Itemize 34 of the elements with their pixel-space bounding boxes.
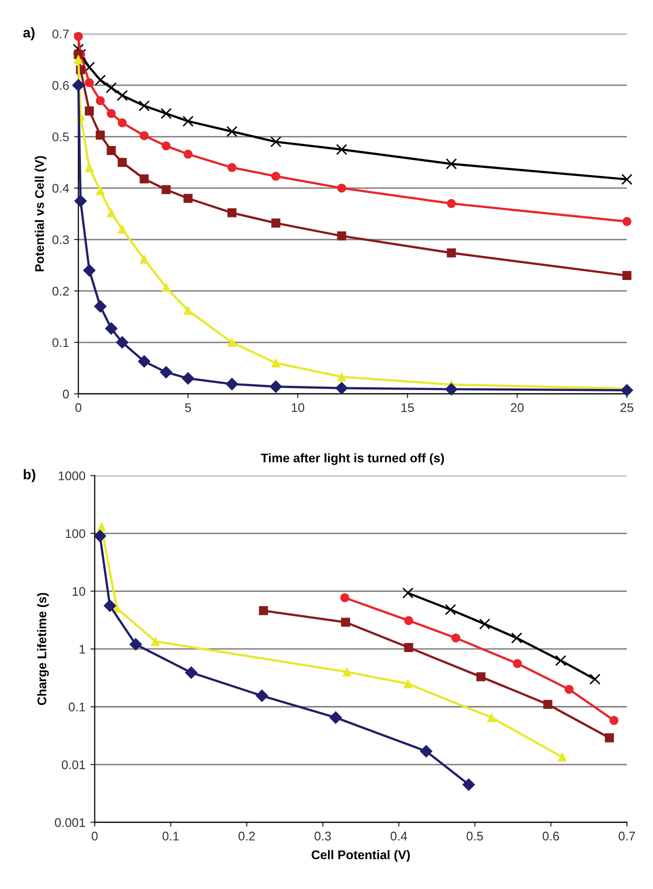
x-tick-label: 0.2 [238,832,255,841]
x-tick-label: 25 [620,403,634,412]
y-tick-label: 0.5 [52,132,69,142]
text: a) [23,27,35,40]
x-tick-label: 0.4 [390,832,408,841]
y-tick-label: 0.2 [52,286,69,296]
x-tick-label: 15 [401,403,414,412]
y-tick-label: 0 [62,390,69,398]
y-axis-title: Potential vs Cell (V) [34,156,46,272]
y-tick-label: 0.01 [62,760,86,770]
y-tick-label: 100 [66,529,86,538]
y-tick-label: 0.1 [68,702,86,712]
y-tick-label: 0.6 [52,81,69,90]
y-tick-label: 1 [80,644,86,654]
x-tick-label: 5 [185,403,192,412]
text: b) [24,469,36,482]
x-tick-label: 0.3 [314,832,331,841]
x-tick-label: 0.7 [618,832,635,841]
y-tick-label: 0.7 [52,30,69,38]
y-tick-label: 10 [72,586,86,596]
x-axis-title: Cell Potential (V) [312,850,410,862]
x-tick-label: 0 [92,832,98,841]
y-tick-label: 0.3 [52,235,69,244]
x-axis-title: Time after light is turned off (s) [260,453,444,465]
x-tick-label: 10 [292,403,304,412]
x-tick-label: 0.5 [466,832,483,841]
y-tick-label: 0.4 [52,184,69,193]
x-tick-label: 0.6 [542,832,559,841]
x-tick-label: 0.1 [162,832,179,841]
x-tick-label: 20 [510,403,524,412]
y-axis-title: Charge Lifetime (s) [37,592,49,706]
y-tick-label: 0.1 [52,338,69,348]
y-tick-label: 0.001 [54,818,86,827]
y-tick-label: 1000 [58,471,86,480]
